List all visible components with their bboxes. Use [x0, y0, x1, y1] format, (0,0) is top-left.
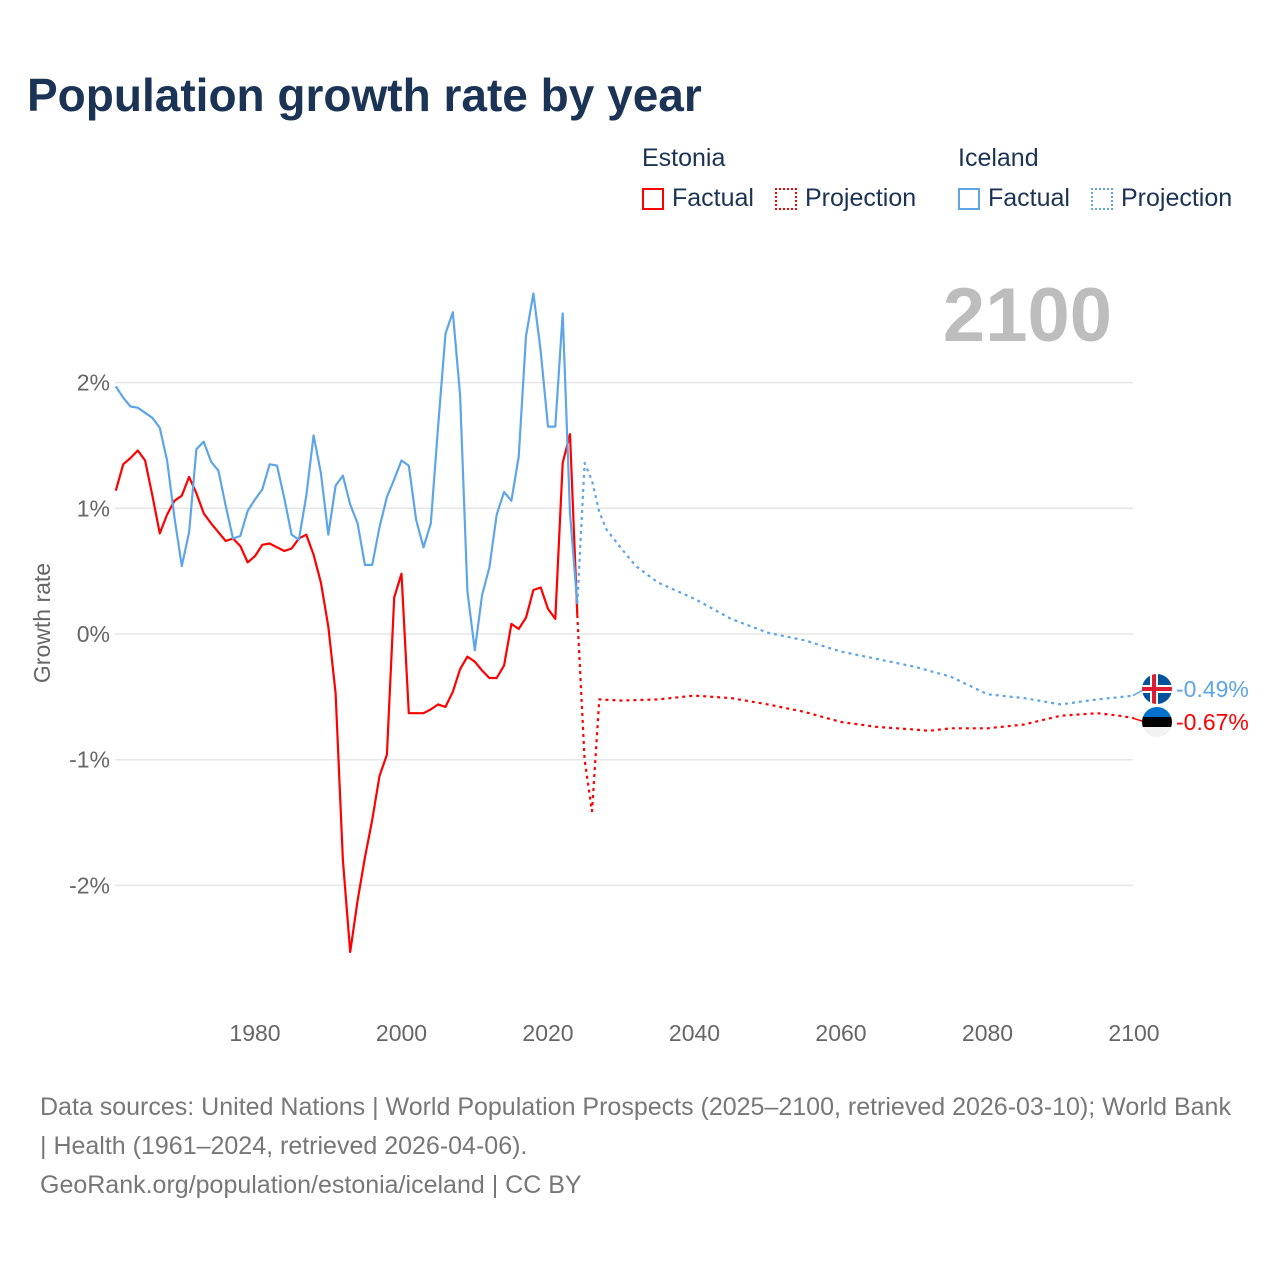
x-tick-label: 2020 — [522, 1020, 573, 1046]
legend-swatch-dotted — [775, 187, 797, 210]
legend-label: Factual — [672, 184, 754, 212]
data-sources: Data sources: United Nations | World Pop… — [40, 1093, 1231, 1160]
y-tick-label: -2% — [69, 872, 110, 898]
x-tick-label: 2080 — [962, 1020, 1013, 1046]
x-tick-label: 2100 — [1108, 1020, 1159, 1046]
x-tick-label: 2060 — [815, 1020, 866, 1046]
estonia-flag-icon — [1132, 707, 1172, 737]
legend-swatch-solid — [958, 187, 980, 210]
estonia-factual-line — [114, 433, 579, 954]
legend-label: Projection — [805, 184, 917, 212]
footer: Data sources: United Nations | World Pop… — [40, 1088, 1240, 1205]
y-tick-label: 2% — [77, 370, 110, 396]
legend-iceland-projection[interactable]: Projection — [1091, 184, 1232, 213]
x-tick-label: 1980 — [229, 1020, 280, 1046]
legend-label: Projection — [1121, 184, 1233, 212]
iceland-factual-line — [114, 292, 579, 652]
chart-title: Population growth rate by year — [27, 69, 702, 121]
estonia-end-value-label: -0.67% — [1176, 709, 1249, 735]
credit-link[interactable]: GeoRank.org/population/estonia/iceland |… — [40, 1171, 582, 1199]
legend-group-label: Estonia — [642, 144, 726, 172]
x-tick-label: 2040 — [669, 1020, 720, 1046]
y-tick-label: -1% — [69, 747, 110, 773]
iceland-end-value-label: -0.49% — [1176, 676, 1249, 702]
legend-iceland-factual[interactable]: Factual — [958, 184, 1070, 213]
legend-group-estonia: Estonia Factual Projection — [642, 144, 916, 212]
legend-group-iceland: Iceland Factual Projection — [958, 144, 1232, 212]
legend-swatch-solid — [642, 187, 664, 210]
legend-estonia-factual[interactable]: Factual — [642, 184, 754, 213]
iceland-projection-line — [576, 461, 1135, 706]
legend-label: Factual — [988, 184, 1070, 212]
estonia-projection-line — [576, 615, 1135, 813]
iceland-flag-icon — [1132, 674, 1172, 704]
current-year-display: 2100 — [942, 273, 1112, 358]
y-tick-label: 0% — [77, 621, 110, 647]
y-tick-label: 1% — [77, 495, 110, 521]
legend-group-label: Iceland — [958, 144, 1039, 172]
y-axis-label: Growth rate — [29, 563, 55, 683]
legend-swatch-dotted — [1091, 187, 1113, 210]
legend-estonia-projection[interactable]: Projection — [775, 184, 916, 213]
x-tick-label: 2000 — [376, 1020, 427, 1046]
